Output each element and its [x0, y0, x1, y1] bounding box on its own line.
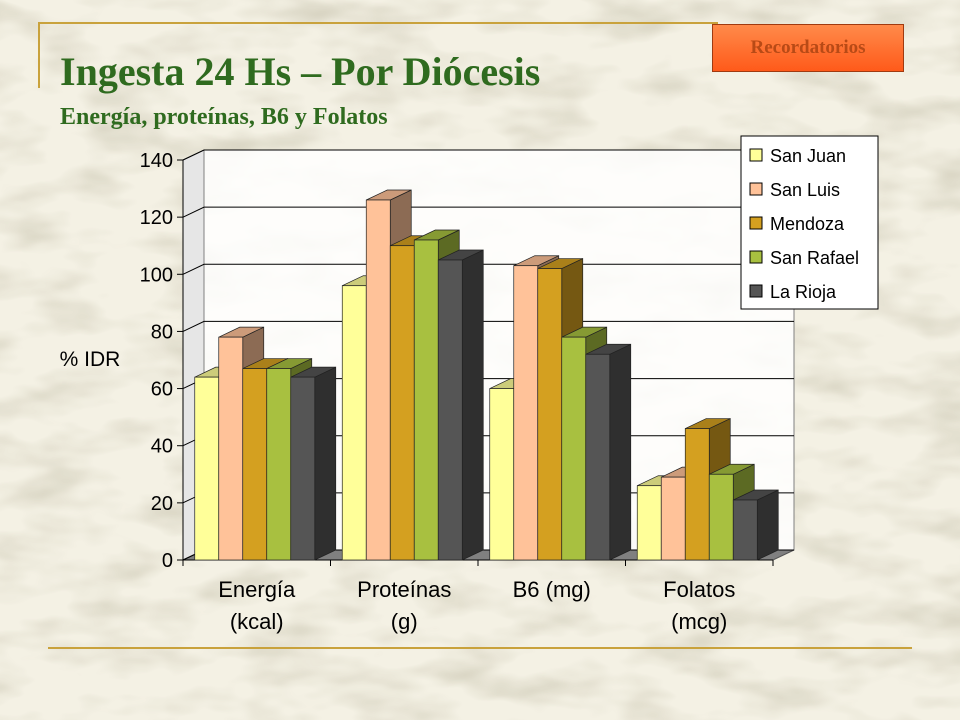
gridline-140: [182, 149, 794, 161]
bar-2-4: [585, 343, 632, 561]
gridline-120: [182, 206, 794, 218]
y-tick-label: 60: [151, 379, 173, 401]
x-category-label: (mcg): [671, 609, 727, 634]
bar-0-4: [290, 366, 337, 561]
bar-3-4: [732, 489, 779, 561]
x-category-label: Folatos: [663, 577, 735, 602]
y-axis-label: % IDR: [60, 348, 121, 371]
x-category-label: B6 (mg): [513, 577, 591, 602]
y-tick-label: 80: [151, 321, 173, 343]
y-tick-label: 0: [162, 550, 173, 572]
legend-entry: Mendoza: [770, 214, 845, 234]
slide-title: Ingesta 24 Hs – Por Diócesis: [60, 49, 541, 94]
x-category-label: (kcal): [230, 609, 284, 634]
legend-swatch: [749, 182, 763, 196]
title-accent-vertical: [38, 22, 40, 88]
y-tick-label: 20: [151, 493, 173, 515]
bar-1-4: [437, 249, 484, 561]
legend-swatch: [749, 284, 763, 298]
gridline-100: [182, 263, 794, 275]
x-category-label: Energía: [218, 577, 296, 602]
legend-entry: San Luis: [770, 180, 840, 200]
y-tick-label: 140: [140, 150, 173, 172]
legend-swatch: [749, 148, 763, 162]
bottom-divider: [48, 647, 912, 649]
legend-swatch: [749, 250, 763, 264]
x-category-label: (g): [391, 609, 418, 634]
legend-swatch: [749, 216, 763, 230]
y-tick-label: 120: [140, 207, 173, 229]
gridline-80: [182, 320, 794, 332]
title-accent-horizontal: [38, 22, 718, 24]
recordatorios-button[interactable]: Recordatorios: [712, 24, 904, 72]
slide-subtitle: Energía, proteínas, B6 y Folatos: [60, 104, 388, 130]
y-tick-label: 40: [151, 436, 173, 458]
legend-entry: La Rioja: [770, 282, 837, 302]
legend-entry: San Juan: [770, 146, 846, 166]
legend-entry: San Rafael: [770, 248, 859, 268]
x-category-label: Proteínas: [357, 577, 451, 602]
y-tick-label: 100: [140, 264, 173, 286]
legend-box: [740, 135, 879, 310]
